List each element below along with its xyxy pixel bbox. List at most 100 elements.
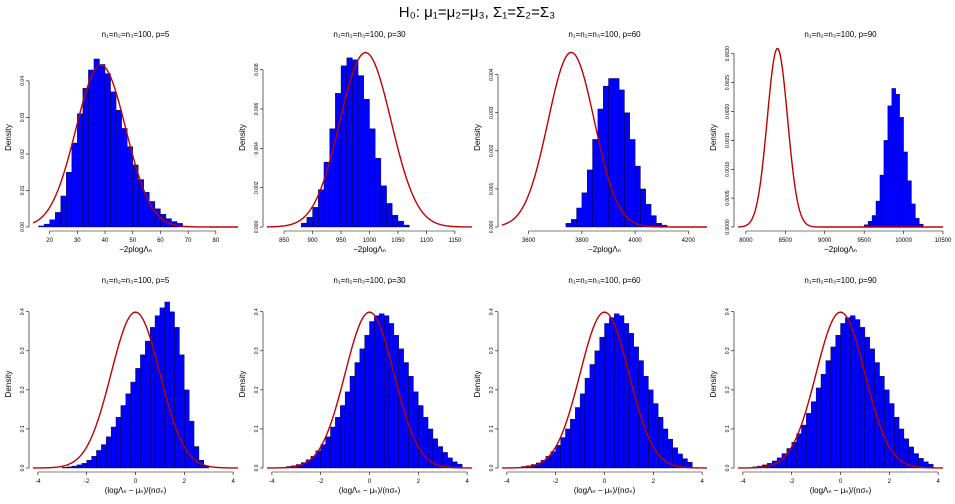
histogram-bar xyxy=(104,73,111,228)
x-tick-label: 4 xyxy=(465,479,469,485)
y-axis: 0.0000 0.0005 0.0010 0.0015 0.0020 0.0025 0.00… xyxy=(709,46,735,235)
histogram-bar xyxy=(413,391,419,469)
histogram-bar xyxy=(587,169,593,228)
histogram-bar xyxy=(442,452,448,469)
histogram-bar xyxy=(135,368,141,469)
y-tick-label: 0.002 xyxy=(489,144,495,157)
histogram-bar xyxy=(589,364,595,469)
histogram-bar xyxy=(565,428,571,469)
density-curve xyxy=(266,311,473,469)
panel-grid: n₁=n₂=n₃=100, p=520 30 40 50 60 70 80−2plogΛₙ0… xyxy=(4,30,952,495)
histogram-bar xyxy=(54,212,61,228)
y-tick-label: 0.4 xyxy=(254,308,260,315)
x-tick-label: -4 xyxy=(740,479,746,485)
x-axis-label: (logΛₙ − μₙ)/(nσₙ) xyxy=(574,486,636,495)
histogram-bar xyxy=(850,315,856,469)
y-axis: 0.00 0.01 0.02 0.03 0.04 Density xyxy=(4,76,30,232)
x-tick-label: 0 xyxy=(134,479,138,485)
x-tick-label: 80 xyxy=(212,238,219,244)
histogram-bar xyxy=(915,218,920,228)
histogram-bar xyxy=(375,157,382,228)
x-tick-label: -4 xyxy=(269,479,275,485)
histogram-bar xyxy=(179,354,185,469)
y-tick-label: 0.2 xyxy=(489,386,495,393)
y-tick-label: 0.1 xyxy=(725,425,731,432)
x-axis: 850 900 950 1000 1050 1100 1150 −2plogΛₙ xyxy=(279,230,462,254)
panel-title: n₁=n₂=n₃=100, p=30 xyxy=(333,276,406,285)
x-axis: 3600 3800 4000 4200 −2plogΛₙ xyxy=(522,230,696,254)
histogram-bar xyxy=(845,317,851,469)
histogram-bar xyxy=(640,188,646,228)
x-tick-label: 2 xyxy=(888,479,892,485)
density-curve xyxy=(266,51,473,228)
density-curve xyxy=(737,47,943,228)
panel-title: n₁=n₂=n₃=100, p=30 xyxy=(333,30,406,39)
y-tick-label: 0.004 xyxy=(254,142,260,155)
histogram-bar xyxy=(76,464,82,469)
histogram-bar xyxy=(820,374,827,469)
y-tick-label: 0.0015 xyxy=(725,133,731,149)
y-tick-label: 0.000 xyxy=(489,221,495,234)
x-tick-label: 3600 xyxy=(522,238,536,244)
histogram-bar xyxy=(62,467,68,469)
histogram-bar xyxy=(115,109,122,228)
histogram-bar xyxy=(60,195,67,228)
histogram-bar xyxy=(386,203,393,228)
panel-title: n₁=n₂=n₃=100, p=60 xyxy=(568,30,641,39)
y-axis-label: Density xyxy=(238,371,247,398)
x-tick-label: 9500 xyxy=(857,238,871,244)
histogram-bar xyxy=(624,112,630,228)
histogram-bar xyxy=(618,89,625,228)
histogram-bar xyxy=(184,389,190,469)
histogram-bars xyxy=(863,88,924,228)
histogram-bar xyxy=(335,417,341,469)
histogram-bar xyxy=(602,85,609,228)
y-tick-label: 0.008 xyxy=(254,63,260,76)
panel-title: n₁=n₂=n₃=100, p=60 xyxy=(568,276,641,285)
histogram-bar xyxy=(811,401,817,469)
y-tick-label: 0.01 xyxy=(20,185,26,195)
histogram-bar xyxy=(110,426,117,469)
chart-panel-1: n₁=n₂=n₃=100, p=5 20 30 40 50 60 70 80 −2plogΛₙ 0… xyxy=(4,30,238,254)
histogram-bar xyxy=(796,433,802,469)
histogram-bar xyxy=(895,94,900,228)
density-curve xyxy=(32,64,238,228)
histogram-bar xyxy=(306,216,313,228)
histogram-bar xyxy=(354,362,360,469)
x-tick-label: 4 xyxy=(231,479,235,485)
histogram-bar xyxy=(629,139,636,228)
x-tick-label: 950 xyxy=(336,238,347,244)
histogram-bar xyxy=(164,301,170,469)
histogram-bar xyxy=(110,91,117,228)
histogram-bar xyxy=(374,315,380,469)
x-tick-label: 4000 xyxy=(628,238,642,244)
histogram-bar xyxy=(423,417,429,469)
histogram-bar xyxy=(408,376,414,469)
histogram-bar xyxy=(565,223,572,228)
histogram-bar xyxy=(127,146,133,228)
y-tick-label: 0.00 xyxy=(20,222,26,232)
histogram-bar xyxy=(125,393,131,469)
x-tick-label: 1100 xyxy=(420,238,434,244)
histogram-bar xyxy=(899,117,904,228)
histogram-bar xyxy=(570,418,576,469)
panel-title: n₁=n₂=n₃=100, p=5 xyxy=(102,30,170,39)
y-tick-label: 0.3 xyxy=(725,347,731,354)
chart-panel-7: n₁=n₂=n₃=100, p=60 -4 -2 0 2 4 (logΛₙ − μₙ)/(n… xyxy=(473,276,708,495)
histogram-bar xyxy=(352,59,359,228)
y-tick-label: 0.001 xyxy=(489,182,495,195)
x-axis: -4 -2 0 2 4 (logΛₙ − μₙ)/(nσₙ) xyxy=(269,471,469,495)
x-axis-label: (logΛₙ − μₙ)/(nσₙ) xyxy=(339,486,401,495)
chart-panel-2: n₁=n₂=n₃=100, p=30 850 900 950 1000 1050 1100 1… xyxy=(238,30,473,254)
histogram-bar xyxy=(599,336,605,469)
histogram-bar xyxy=(369,128,376,228)
histogram-bar xyxy=(584,377,591,469)
x-tick-label: 60 xyxy=(157,238,164,244)
density-curve xyxy=(501,311,708,469)
histogram-bar xyxy=(96,450,102,469)
x-tick-label: 8000 xyxy=(739,238,753,244)
histogram-bar xyxy=(645,203,652,228)
histogram-bar xyxy=(815,387,822,469)
y-axis: 0.0 0.1 0.2 0.3 0.4 Density xyxy=(238,308,264,471)
y-tick-label: 0.0020 xyxy=(725,104,731,120)
